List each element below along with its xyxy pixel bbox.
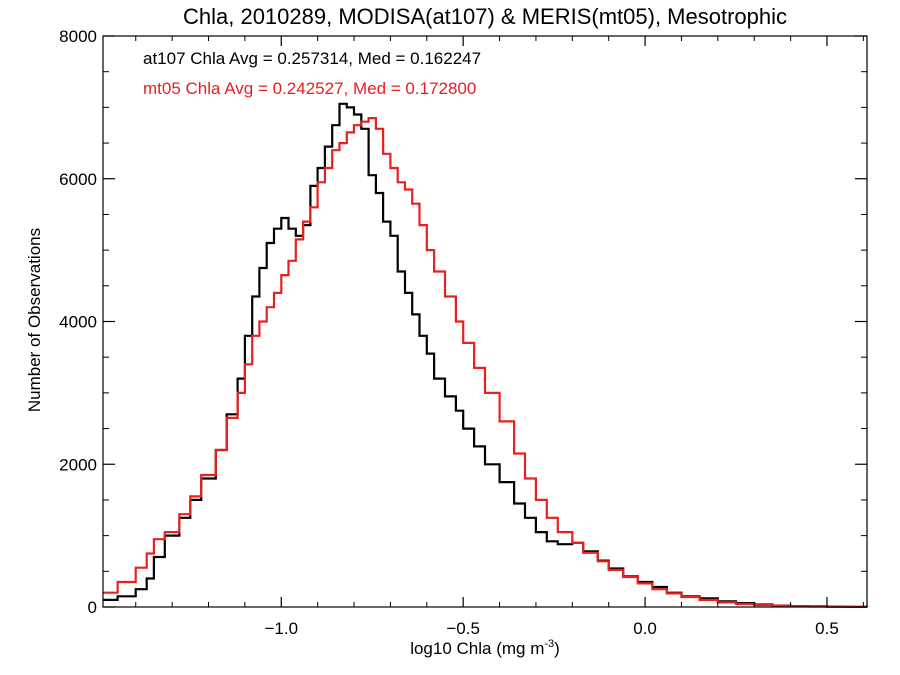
- y-tick-label: 0: [88, 598, 97, 617]
- y-tick-label: 4000: [59, 313, 97, 332]
- x-tick-label: 0.0: [633, 619, 657, 638]
- plot-frame: [102, 35, 868, 608]
- at107-stats-annotation: at107 Chla Avg = 0.257314, Med = 0.16224…: [143, 49, 481, 68]
- x-tick-label: −1.0: [264, 619, 298, 638]
- y-tick-label: 8000: [59, 27, 97, 46]
- y-tick-label: 2000: [59, 455, 97, 474]
- plot-area: −1.0 −0.5 0.0 0.5 0 2000 4000 6000 8000: [59, 27, 869, 638]
- series-mt05-line: [103, 117, 869, 608]
- series-at107-line: [103, 102, 869, 608]
- y-tick-label: 6000: [59, 170, 97, 189]
- x-tick-label: 0.5: [815, 619, 839, 638]
- x-tick-label: −0.5: [446, 619, 480, 638]
- x-axis-label: log10 Chla (mg m-3): [410, 638, 560, 658]
- chart-title: Chla, 2010289, MODISA(at107) & MERIS(mt0…: [183, 4, 787, 29]
- x-axis-label-main: log10 Chla (mg m: [410, 639, 544, 658]
- x-axis-label-superscript: -3: [544, 638, 554, 650]
- y-axis-label: Number of Observations: [25, 228, 44, 412]
- x-axis-label-suffix: ): [554, 639, 560, 658]
- mt05-stats-annotation: mt05 Chla Avg = 0.242527, Med = 0.172800: [143, 79, 476, 98]
